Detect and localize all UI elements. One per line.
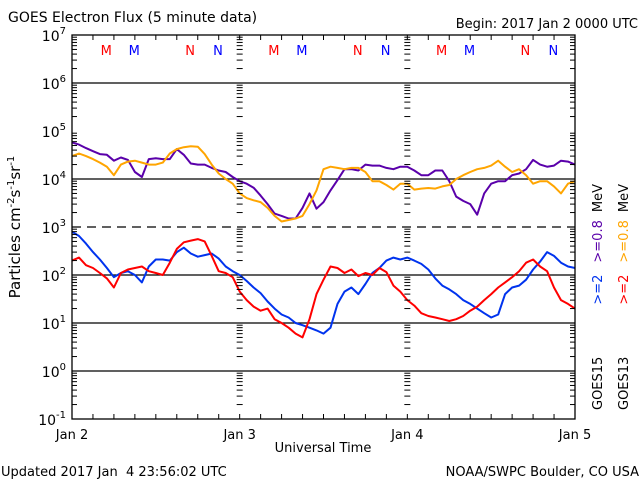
y-tick-exponent: 6 (60, 74, 66, 85)
marker-n: N (185, 44, 195, 59)
y-tick-label: 104 (42, 170, 66, 189)
y-axis-label-sup2: -1 (6, 180, 17, 190)
reference-lines (72, 82, 575, 372)
y-axis-label-main: Particles cm (6, 207, 24, 298)
y-axis-label: Particles cm-2s-1sr-1 (6, 156, 24, 299)
legend-goes15-mev: MeV (591, 184, 606, 212)
y-tick-label: 105 (42, 122, 66, 141)
source-credit: NOAA/SWPC Boulder, CO USA (446, 465, 639, 480)
marker-n: N (548, 44, 558, 59)
svg-text:Particles cm-2s-1sr-1: Particles cm-2s-1sr-1 (6, 156, 24, 299)
y-tick-exponent: 7 (60, 26, 66, 37)
series-line-3 (71, 238, 576, 339)
series-line-2 (71, 230, 576, 335)
marker-m: M (268, 44, 279, 59)
x-tick-labels: Jan 2 Jan 3 Jan 4 Jan 5 (55, 428, 591, 443)
chart-title: GOES Electron Flux (5 minute data) (8, 10, 257, 26)
y-tick-exponent: 1 (60, 314, 66, 325)
y-tick-label: 107 (42, 26, 66, 45)
series-line-0 (71, 141, 576, 220)
marker-m: M (129, 44, 140, 59)
y-tick-base: 10 (42, 269, 60, 285)
legend: GOES15 >=2 >=0.8 MeV GOES13 >=2 >=0.8 MeV (591, 184, 632, 410)
marker-m: M (296, 44, 307, 59)
marker-m: M (101, 44, 112, 59)
marker-n: N (353, 44, 363, 59)
y-tick-label: 101 (42, 314, 66, 333)
series-lines (71, 141, 576, 339)
legend-goes15-08mev: >=0.8 (591, 220, 606, 262)
svg-text:GOES13>=2>=0.8MeV: GOES13 >=2 >=0.8 MeV (617, 184, 632, 410)
legend-goes13: GOES13 (617, 357, 632, 410)
y-tick-exponent: 0 (60, 362, 66, 373)
updated-timestamp: Updated 2017 Jan 4 23:56:02 UTC (1, 465, 227, 480)
x-tick-label: Jan 4 (390, 428, 423, 443)
marker-n: N (213, 44, 223, 59)
marker-n: N (521, 44, 531, 59)
y-tick-exponent: 2 (60, 266, 66, 277)
legend-goes15-2mev: >=2 (591, 275, 606, 305)
y-tick-base: 10 (42, 221, 60, 237)
y-tick-base: 10 (42, 125, 60, 141)
marker-m: M (436, 44, 447, 59)
y-tick-base: 10 (42, 317, 60, 333)
axes (71, 34, 576, 420)
y-axis-label-sup3: -1 (6, 156, 17, 166)
series-line-1 (71, 145, 576, 223)
y-tick-label: 102 (42, 266, 66, 285)
y-axis-label-sr: sr (6, 165, 24, 180)
legend-goes13-mev: MeV (617, 184, 632, 212)
y-tick-exponent: 4 (60, 170, 66, 181)
x-tick-label: Jan 5 (558, 428, 591, 443)
y-tick-base: 10 (42, 77, 60, 93)
y-axis-label-s: s (6, 189, 24, 197)
marker-m: M (464, 44, 475, 59)
y-tick-label: 100 (42, 362, 66, 381)
y-tick-base: 10 (42, 173, 60, 189)
y-tick-label: 103 (42, 218, 66, 237)
legend-goes13-08mev: >=0.8 (617, 220, 632, 262)
y-tick-exponent: 5 (60, 122, 66, 133)
legend-goes15: GOES15 (591, 357, 606, 410)
y-tick-base: 10 (38, 413, 56, 429)
y-tick-base: 10 (42, 365, 60, 381)
y-tick-exponent: 3 (60, 218, 66, 229)
y-tick-label: 106 (42, 74, 66, 93)
y-tick-base: 10 (42, 29, 60, 45)
y-tick-label: 10-1 (38, 410, 66, 429)
svg-text:GOES15>=2>=0.8MeV: GOES15 >=2 >=0.8 MeV (591, 184, 606, 410)
x-axis-label: Universal Time (275, 441, 372, 456)
legend-goes13-2mev: >=2 (617, 275, 632, 305)
x-tick-label: Jan 3 (222, 428, 255, 443)
marker-n: N (381, 44, 391, 59)
y-axis-label-sup1: -2 (6, 197, 17, 207)
y-tick-exponent: -1 (56, 410, 66, 421)
begin-label: Begin: 2017 Jan 2 0000 UTC (456, 17, 638, 32)
x-tick-label: Jan 2 (55, 428, 88, 443)
